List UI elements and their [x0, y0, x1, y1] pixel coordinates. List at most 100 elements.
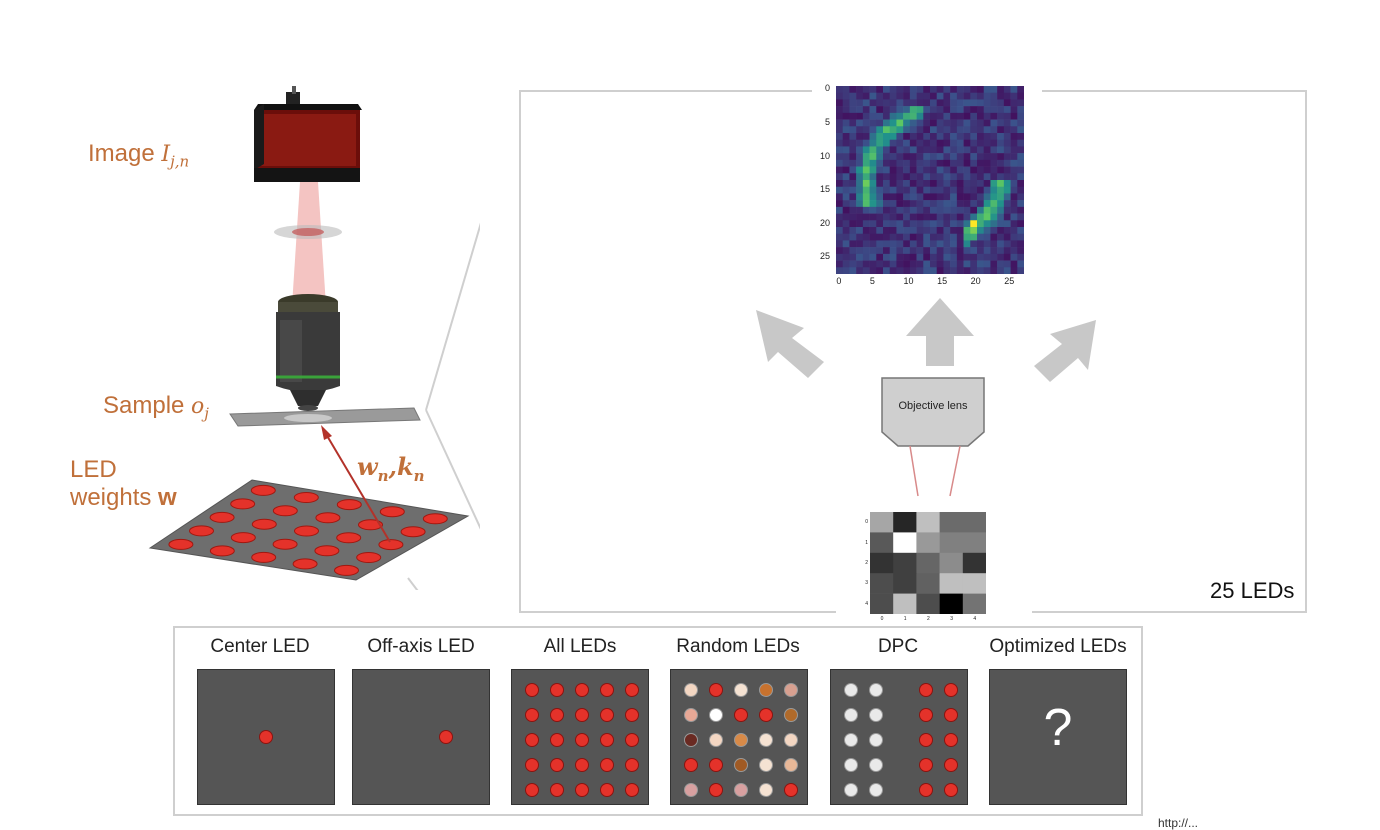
- led-dot: [358, 519, 383, 531]
- led-dot: [600, 758, 614, 772]
- led-dot: [869, 733, 883, 747]
- weight-cell: [962, 552, 986, 574]
- x-tick-label: 15: [937, 276, 948, 286]
- led-dot: [600, 733, 614, 747]
- objective-icon: [276, 294, 340, 411]
- y-tick-label: 0: [824, 83, 830, 94]
- led-dot: [230, 498, 256, 510]
- led-dot: [575, 708, 589, 722]
- weight-cell: [870, 552, 894, 574]
- led-weights-grid: 0 1 2 3 4 0 1 2 3 4: [856, 506, 1006, 626]
- question-mark-icon: ?: [1043, 699, 1073, 757]
- led-dot: [759, 708, 773, 722]
- led-dot: [525, 783, 539, 797]
- reconstructed-image-heatmap: 0 5 10 15 20 25 0 5 10 15 20 25: [810, 80, 1040, 290]
- weight-cell: [939, 573, 964, 594]
- led-dot: [259, 730, 273, 744]
- y-tick-label: 2: [865, 560, 868, 566]
- pattern-off-axis-led: [352, 669, 490, 805]
- y-tick-label: 5: [824, 116, 830, 127]
- weight-cell: [916, 573, 940, 594]
- led-dot: [919, 783, 933, 797]
- led-dot: [919, 733, 933, 747]
- led-dot: [525, 683, 539, 697]
- led-dot: [709, 683, 723, 697]
- led-dot: [709, 733, 723, 747]
- pattern-title-dpc: DPC: [877, 636, 919, 657]
- led-dot: [334, 564, 359, 576]
- led-dot: [550, 733, 564, 747]
- led-dot: [336, 499, 362, 511]
- led-dot: [944, 783, 958, 797]
- weight-cell: [939, 512, 964, 533]
- led-dot: [600, 708, 614, 722]
- x-tick-label: 2: [927, 616, 930, 622]
- pattern-title-center: Center LED: [210, 636, 310, 657]
- image-label: Image Ij,n: [88, 140, 190, 171]
- weight-cell: [916, 552, 940, 574]
- led-dot: [189, 525, 214, 537]
- led-dot: [684, 708, 698, 722]
- led-dot: [315, 512, 341, 524]
- weight-cell: [893, 573, 917, 594]
- led-dot: [784, 683, 798, 697]
- led-dot: [209, 511, 235, 523]
- arrow-up-icon: [906, 298, 974, 366]
- weight-cell: [916, 532, 940, 554]
- led-dot: [759, 683, 773, 697]
- led-dot: [400, 526, 426, 538]
- weight-cell: [962, 532, 986, 554]
- y-tick-label: 0: [865, 519, 868, 526]
- arrow-left-icon: [756, 310, 824, 378]
- weight-cell: [939, 552, 964, 574]
- led-dot: [230, 532, 256, 544]
- led-dot: [625, 708, 639, 722]
- weight-cell: [962, 512, 986, 533]
- pattern-title-off-axis: Off-axis LED: [367, 636, 475, 657]
- y-tick-label: 10: [819, 150, 830, 161]
- objective-lens-box: [881, 377, 985, 497]
- y-tick-label: 15: [819, 184, 830, 195]
- led-dot: [734, 683, 748, 697]
- weight-cell: [870, 532, 894, 554]
- led-dot: [525, 708, 539, 722]
- led-dot: [575, 758, 589, 772]
- y-tick-label: 3: [865, 580, 868, 587]
- led-dot: [422, 513, 448, 525]
- weight-cell: [893, 512, 917, 533]
- led-dot: [550, 708, 564, 722]
- led-dot: [575, 733, 589, 747]
- led-dot: [784, 783, 798, 797]
- x-tick-label: 5: [869, 276, 875, 286]
- led-dot: [944, 758, 958, 772]
- pattern-random-leds: [670, 669, 808, 805]
- led-count-label: 25 LEDs: [1210, 578, 1295, 603]
- camera-icon: [254, 86, 362, 182]
- led-dot: [625, 783, 639, 797]
- sample-label: Sample oj: [103, 392, 209, 423]
- objective-lens-label: Objective lens: [898, 400, 968, 412]
- led-dot: [550, 783, 564, 797]
- led-dot: [869, 708, 883, 722]
- led-dot: [709, 758, 723, 772]
- weight-cell: [962, 593, 986, 614]
- led-dot: [272, 538, 298, 550]
- weight-cell: [916, 512, 940, 533]
- led-dot: [575, 683, 589, 697]
- led-dot: [356, 552, 382, 563]
- led-dot: [525, 733, 539, 747]
- led-plate-dots: [168, 484, 448, 576]
- x-tick-label: 25: [1004, 276, 1015, 286]
- led-dot: [250, 484, 276, 496]
- led-dot: [625, 733, 639, 747]
- led-dot: [550, 758, 564, 772]
- led-dot: [625, 683, 639, 697]
- url-fragment: http://...: [1158, 816, 1199, 830]
- weight-cell: [939, 593, 964, 614]
- led-dot: [684, 758, 698, 772]
- led-dot: [251, 551, 277, 563]
- led-dot: [575, 783, 589, 797]
- pattern-all-leds: [511, 669, 649, 805]
- led-weights-label: LED weights w: [70, 456, 177, 511]
- led-dot: [869, 783, 883, 797]
